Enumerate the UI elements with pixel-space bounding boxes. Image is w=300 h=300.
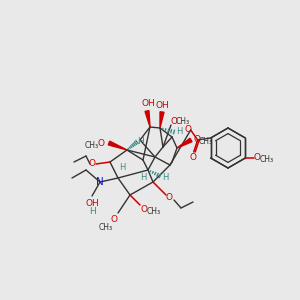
Text: CH₃: CH₃	[176, 116, 190, 125]
Text: CH₃: CH₃	[199, 136, 213, 146]
Text: N: N	[96, 177, 104, 187]
Text: H: H	[140, 173, 146, 182]
Text: O: O	[98, 140, 104, 148]
Text: O: O	[170, 116, 178, 125]
Text: H: H	[119, 164, 125, 172]
Text: O: O	[189, 152, 196, 161]
Text: O: O	[110, 215, 118, 224]
Text: H: H	[162, 172, 168, 182]
Text: OH: OH	[155, 100, 169, 109]
Text: O: O	[254, 154, 261, 163]
Text: CH₃: CH₃	[85, 142, 99, 151]
Polygon shape	[177, 138, 192, 148]
Text: CH₃: CH₃	[99, 223, 113, 232]
Polygon shape	[108, 141, 127, 150]
Text: H: H	[88, 208, 95, 217]
Polygon shape	[145, 111, 150, 127]
Text: O: O	[140, 205, 148, 214]
Polygon shape	[160, 112, 164, 128]
Text: O: O	[166, 194, 172, 202]
Text: H: H	[138, 136, 144, 146]
Text: H: H	[176, 128, 182, 136]
Text: O: O	[88, 160, 95, 169]
Text: CH₃: CH₃	[259, 154, 273, 164]
Text: CH₃: CH₃	[147, 206, 161, 215]
Text: OH: OH	[85, 200, 99, 208]
Text: O: O	[184, 125, 191, 134]
Text: O: O	[194, 136, 200, 145]
Text: OH: OH	[141, 100, 155, 109]
